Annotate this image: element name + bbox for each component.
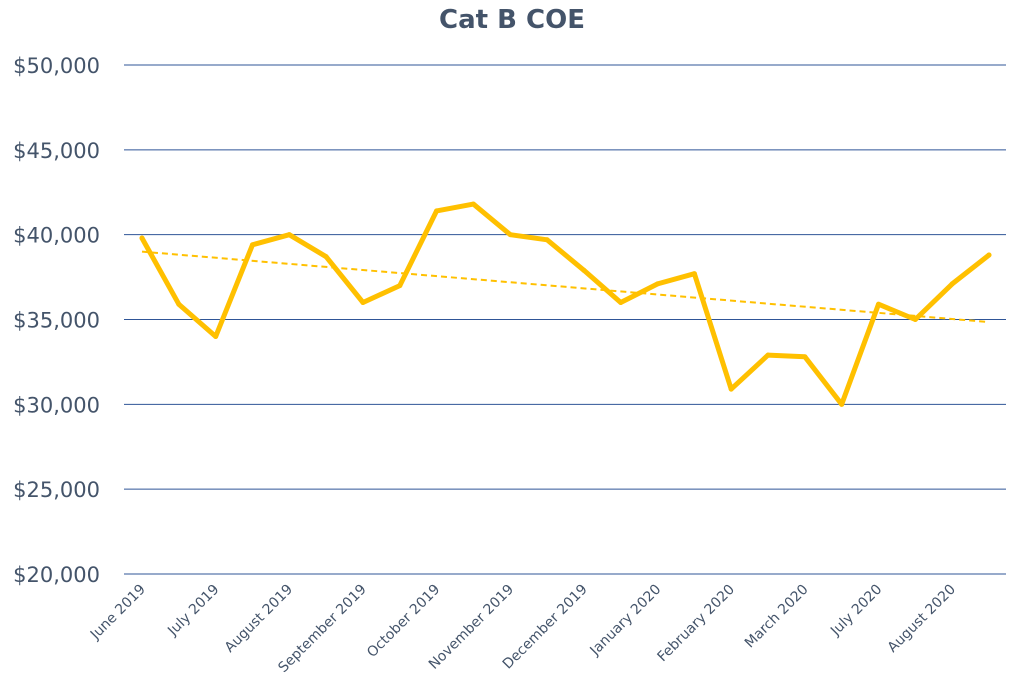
y-tick-label: $40,000 — [13, 224, 100, 248]
data-point — [876, 301, 882, 307]
data-point — [213, 333, 219, 339]
x-tick-label: June 2019 — [87, 582, 149, 644]
data-point — [544, 237, 550, 243]
x-tick-label: March 2020 — [742, 582, 812, 652]
data-point — [581, 267, 587, 273]
data-point — [765, 352, 771, 358]
y-tick-label: $25,000 — [13, 478, 100, 502]
data-point — [176, 301, 182, 307]
data-point — [986, 252, 992, 258]
trendline-group — [141, 250, 990, 324]
y-tick-label: $45,000 — [13, 139, 100, 163]
data-point — [949, 281, 955, 287]
x-tick-label: February 2020 — [655, 582, 739, 666]
data-point — [802, 354, 808, 360]
trendline — [141, 250, 990, 324]
data-point — [360, 300, 366, 306]
x-tick-label: July 2019 — [164, 582, 222, 640]
y-tick-label: $35,000 — [13, 309, 100, 333]
y-axis: $20,000 $25,000 $30,000 $35,000 $40,000 $45,0… — [13, 54, 100, 587]
y-tick-label: $50,000 — [13, 54, 100, 78]
series-line — [139, 201, 992, 407]
data-point — [912, 317, 918, 322]
data-point — [286, 232, 292, 238]
x-tick-label: October 2019 — [364, 582, 443, 661]
data-point — [470, 201, 476, 207]
data-point — [249, 242, 255, 248]
y-tick-label: $20,000 — [13, 563, 100, 587]
data-point — [839, 401, 845, 407]
data-point — [397, 283, 403, 289]
data-point — [139, 235, 145, 241]
x-tick-label: January 2020 — [587, 582, 665, 660]
y-tick-label: $30,000 — [13, 393, 100, 417]
x-tick-label: August 2020 — [885, 582, 959, 656]
data-point — [728, 386, 734, 392]
x-tick-label: August 2019 — [222, 582, 296, 656]
data-point — [434, 208, 440, 214]
data-point — [655, 281, 661, 287]
series-group — [139, 201, 992, 407]
chart-title: Cat B COE — [439, 5, 585, 35]
x-tick-label: July 2020 — [827, 582, 885, 640]
data-point — [507, 232, 513, 238]
data-point — [323, 254, 329, 260]
gridlines — [124, 64, 1006, 575]
data-point — [691, 271, 697, 277]
data-point — [618, 300, 624, 306]
